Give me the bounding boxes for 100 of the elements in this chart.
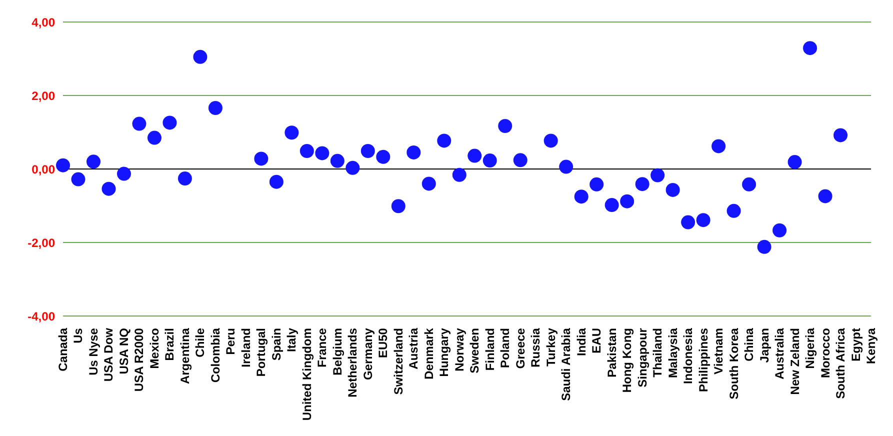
x-tick-label: Austria [406, 328, 421, 370]
x-tick-label: Finland [482, 328, 497, 371]
x-tick-label: Germany [360, 328, 375, 380]
x-tick-label: United Kingdom [300, 328, 314, 421]
point [178, 172, 192, 186]
x-tick-label: Brazil [162, 328, 177, 361]
x-tick-label: Thailand [650, 328, 665, 378]
x-tick-label: Russia [528, 328, 543, 368]
point [498, 119, 512, 134]
point [452, 168, 466, 182]
point [147, 130, 162, 145]
point [102, 182, 116, 196]
point [422, 176, 436, 191]
point [772, 223, 787, 238]
point [742, 177, 756, 192]
point [666, 182, 680, 197]
x-tick-label: EAU [590, 328, 604, 354]
x-tick-label: Vietnam [712, 328, 726, 374]
x-tick-label: Japan [757, 328, 772, 363]
x-tick-label: Hungary [437, 328, 452, 377]
point [726, 204, 741, 218]
point [681, 215, 696, 230]
x-tick-label: USA NQ [116, 328, 131, 374]
point [834, 128, 848, 142]
x-tick-label: Colombia [208, 328, 222, 383]
point [712, 139, 726, 154]
point [696, 213, 710, 228]
point [803, 41, 818, 56]
point [574, 190, 588, 204]
x-tick-label: EU50 [376, 328, 390, 358]
x-tick-label: China [742, 328, 756, 362]
point [818, 189, 832, 204]
point [132, 116, 146, 131]
x-tick-label: Greece [513, 328, 528, 369]
point [635, 177, 650, 192]
point [468, 148, 482, 163]
point [650, 168, 665, 182]
point [482, 154, 497, 168]
x-tick-label: Mexico [147, 328, 162, 369]
x-tick-label: South Africa [834, 328, 848, 399]
point [284, 126, 299, 140]
x-tick-label: Saudi Arabia [559, 328, 574, 401]
x-tick-label: Turkey [544, 328, 558, 366]
x-tick-label: Nigeria [803, 328, 818, 369]
y-tick-label: 4,00 [32, 15, 56, 30]
x-tick-label: Us [71, 328, 86, 344]
point [208, 100, 222, 115]
x-tick-label: Argentina [178, 328, 192, 384]
x-tick-label: Hong Kong [620, 328, 634, 393]
y-tick-label: -4,00 [28, 309, 56, 324]
x-tick-label: USA R2000 [132, 328, 146, 392]
x-tick-label: Norway [452, 328, 466, 372]
point [193, 50, 208, 64]
x-tick-label: Philippines [696, 328, 710, 392]
point [391, 199, 406, 214]
point [116, 166, 131, 181]
point [86, 154, 100, 169]
y-tick-label: 0,00 [32, 162, 56, 176]
x-tick-label: Denmark [422, 328, 436, 380]
point [254, 152, 268, 166]
point [300, 144, 314, 158]
x-tick-label: Spain [269, 328, 284, 361]
x-tick-label: New Zeland [788, 328, 802, 395]
point [315, 146, 330, 160]
point [437, 134, 452, 148]
x-tick-label: Singapour [635, 328, 650, 388]
point [620, 194, 634, 208]
x-tick-label: Kenya [864, 328, 878, 364]
x-tick-label: Netherlands [346, 328, 360, 398]
point [71, 172, 86, 186]
point [757, 240, 772, 254]
point [590, 177, 604, 192]
point [788, 155, 802, 170]
y-tick-label: 2,00 [32, 88, 56, 103]
x-tick-label: Indonesia [681, 328, 696, 384]
x-tick-label: Malaysia [666, 328, 680, 378]
point [346, 160, 360, 175]
point [162, 116, 177, 130]
x-tick-label: Morocco [818, 328, 832, 378]
x-tick-label: Poland [498, 328, 512, 368]
point [376, 150, 390, 164]
x-tick-label: Us Nyse [86, 328, 100, 376]
x-tick-label: France [315, 328, 330, 368]
x-tick-label: Chile [193, 328, 208, 358]
x-tick-label: Peru [224, 328, 238, 355]
x-tick-label: Egypt [848, 328, 863, 362]
point [269, 174, 284, 189]
point [544, 134, 558, 148]
x-tick-label: Portugal [254, 328, 268, 377]
point [559, 160, 574, 174]
x-tick-label: USA Dow [102, 327, 116, 382]
x-tick-label: Pakistan [604, 328, 619, 378]
x-tick-label: Canada [56, 328, 70, 372]
y-tick-label: -2,00 [28, 236, 56, 250]
x-tick-label: Sweden [468, 328, 482, 374]
point [406, 145, 421, 160]
x-tick-label: Italy [284, 328, 299, 352]
point [604, 198, 619, 212]
x-tick-label: Australia [772, 328, 787, 380]
point [513, 153, 528, 168]
